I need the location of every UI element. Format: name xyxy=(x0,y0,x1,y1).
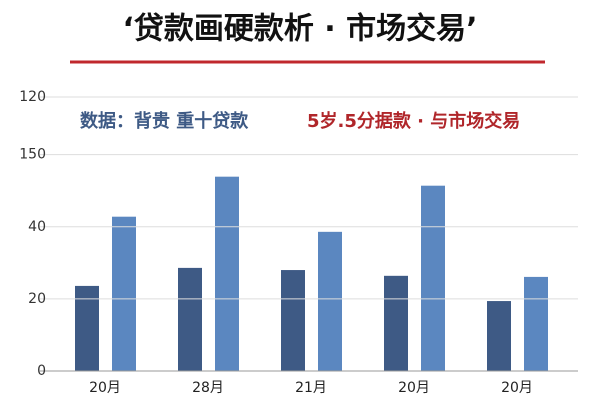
bar xyxy=(524,276,548,371)
y-tick-label: 150 xyxy=(19,147,46,163)
bar xyxy=(318,231,342,371)
bar xyxy=(75,285,99,371)
x-tick-label: 20月 xyxy=(398,380,430,396)
x-tick-label: 21月 xyxy=(295,380,327,396)
y-tick-label: 0 xyxy=(37,363,46,379)
y-tick-label: 120 xyxy=(19,89,46,105)
y-tick-label: 20 xyxy=(28,291,46,307)
bar xyxy=(281,270,305,371)
bar xyxy=(112,216,136,371)
bar xyxy=(384,275,408,371)
bar xyxy=(178,267,202,371)
bar xyxy=(215,176,239,371)
x-tick-label: 28月 xyxy=(192,380,224,396)
x-tick-label: 20月 xyxy=(501,380,533,396)
bar xyxy=(421,185,445,371)
subtitle: 数据：背贵 重十贷款 xyxy=(80,110,249,132)
subtitle-highlight: 5岁.5分据款 · 与市场交易 xyxy=(307,110,520,132)
x-tick-label: 20月 xyxy=(89,380,121,396)
chart-title: ‘贷款画硬款析 · 市场交易’ xyxy=(122,12,477,47)
y-tick-label: 40 xyxy=(28,219,46,235)
bar xyxy=(487,301,511,371)
